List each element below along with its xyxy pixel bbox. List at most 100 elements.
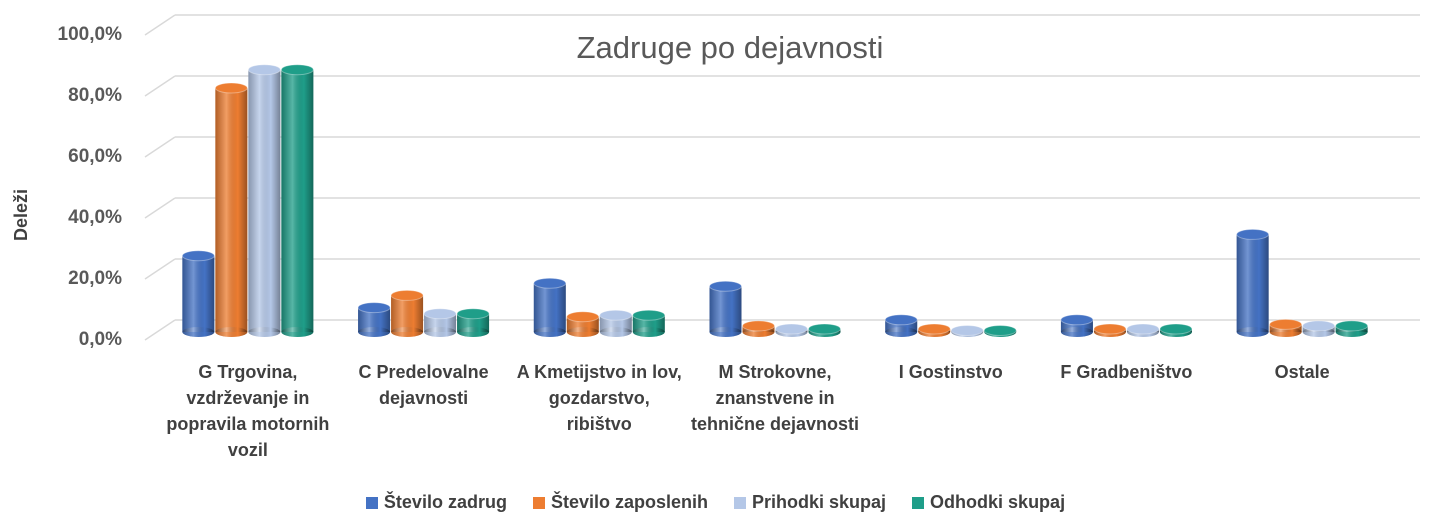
bar-bottom-shade: [1060, 327, 1093, 337]
bar-bottom-shade: [424, 327, 457, 337]
bar-top: [1126, 323, 1160, 335]
bar-shade: [391, 295, 424, 332]
bar-shade: [424, 313, 457, 332]
bar-shade: [533, 283, 566, 332]
y-tick-label: 40,0%: [68, 207, 122, 228]
bar-bottom-shade: [1269, 327, 1302, 337]
bar: [247, 64, 281, 337]
bar: [1159, 323, 1193, 337]
bar: [456, 308, 490, 337]
y-tick-label: 20,0%: [68, 268, 122, 289]
bar-top: [456, 308, 490, 320]
grid-line-side: [144, 319, 176, 341]
bar-bottom-shade: [182, 327, 215, 337]
bar: [950, 324, 984, 337]
bar-top: [709, 280, 742, 292]
bar-top: [1159, 323, 1193, 335]
bar-top: [917, 323, 951, 335]
bar-top: [1093, 323, 1127, 335]
bar: [357, 302, 391, 337]
bar-bottom-shade: [566, 327, 599, 337]
bar-top: [1269, 318, 1303, 330]
bar: [533, 277, 567, 337]
bar-bottom-shade: [885, 327, 918, 337]
bar-top: [1060, 314, 1094, 326]
bar-top: [280, 64, 314, 76]
bar-top: [533, 277, 567, 289]
bar: [1335, 320, 1369, 337]
bar-shade: [709, 286, 742, 332]
bar-top: [808, 323, 841, 335]
bar-top: [1335, 320, 1369, 332]
grid-line-side: [144, 258, 176, 280]
bar: [1269, 318, 1303, 337]
bar-bottom-shade: [1236, 327, 1269, 337]
legend-item: Število zadrug: [365, 492, 507, 513]
x-tick-label: Ostale: [1274, 362, 1330, 382]
bar: [423, 308, 457, 337]
bar-top: [423, 308, 457, 320]
legend: Število zadrug Število zaposlenih Prihodki…: [0, 492, 1431, 513]
grid-line: [144, 14, 1420, 36]
bar-top: [214, 82, 248, 94]
bar-top: [1236, 228, 1270, 240]
bar: [632, 309, 666, 337]
bar: [1060, 314, 1094, 337]
bar: [884, 314, 918, 337]
legend-item: Prihodki skupaj: [734, 492, 886, 513]
bar: [599, 309, 633, 337]
bar-top: [950, 324, 984, 336]
bar-bottom-shade: [632, 327, 665, 337]
bar-top: [357, 302, 391, 314]
y-tick-label: 0,0%: [79, 329, 122, 350]
bar: [390, 289, 424, 337]
legend-label: Število zaposlenih: [550, 492, 708, 512]
bar: [1126, 323, 1160, 337]
bar-top: [390, 289, 424, 301]
bar-top: [775, 323, 808, 335]
bar-shade: [248, 69, 281, 332]
grid-line: [144, 136, 1420, 158]
grid-line: [144, 197, 1420, 219]
bar-bottom-shade: [358, 327, 391, 337]
bar: [214, 82, 248, 337]
legend-swatch: [734, 496, 746, 509]
grid-line: [144, 75, 1420, 97]
bar-top: [884, 314, 918, 326]
bar: [181, 250, 215, 337]
bar-top: [599, 309, 633, 321]
bar-shade: [182, 255, 215, 332]
bar-bottom-shade: [248, 327, 281, 337]
bar: [983, 324, 1017, 337]
bar: [775, 323, 808, 337]
legend-label: Odhodki skupaj: [930, 492, 1066, 512]
bar-bottom-shade: [599, 327, 632, 337]
bar: [709, 280, 742, 337]
y-axis-label: Deleži: [11, 189, 31, 241]
grid-line-side: [144, 136, 176, 158]
bar-bottom-shade: [709, 327, 742, 337]
legend-item: Število zaposlenih: [532, 492, 708, 513]
y-tick-label: 80,0%: [68, 85, 122, 106]
y-tick-label: 60,0%: [68, 146, 122, 167]
legend-item: Odhodki skupaj: [912, 492, 1065, 513]
y-tick-label: 100,0%: [58, 24, 123, 45]
legend-label: Število zadrug: [383, 492, 507, 512]
chart-title: Zadruge po dejavnosti: [577, 30, 884, 65]
bar-top: [181, 250, 215, 262]
legend-label: Prihodki skupaj: [752, 492, 887, 512]
bar-top: [632, 309, 666, 321]
bar: [1093, 323, 1127, 337]
x-tick-label: F Gradbeništvo: [1060, 362, 1193, 382]
legend-swatch: [532, 496, 545, 509]
bar-bottom-shade: [215, 327, 248, 337]
x-tick-label: C Predelovalne dejavnosti: [358, 362, 489, 408]
grid-line-side: [144, 75, 176, 97]
grid-line-side: [144, 14, 176, 36]
bar: [566, 311, 600, 337]
bar: [917, 323, 951, 337]
bar-bottom-shade: [391, 327, 424, 337]
bar: [280, 64, 314, 337]
